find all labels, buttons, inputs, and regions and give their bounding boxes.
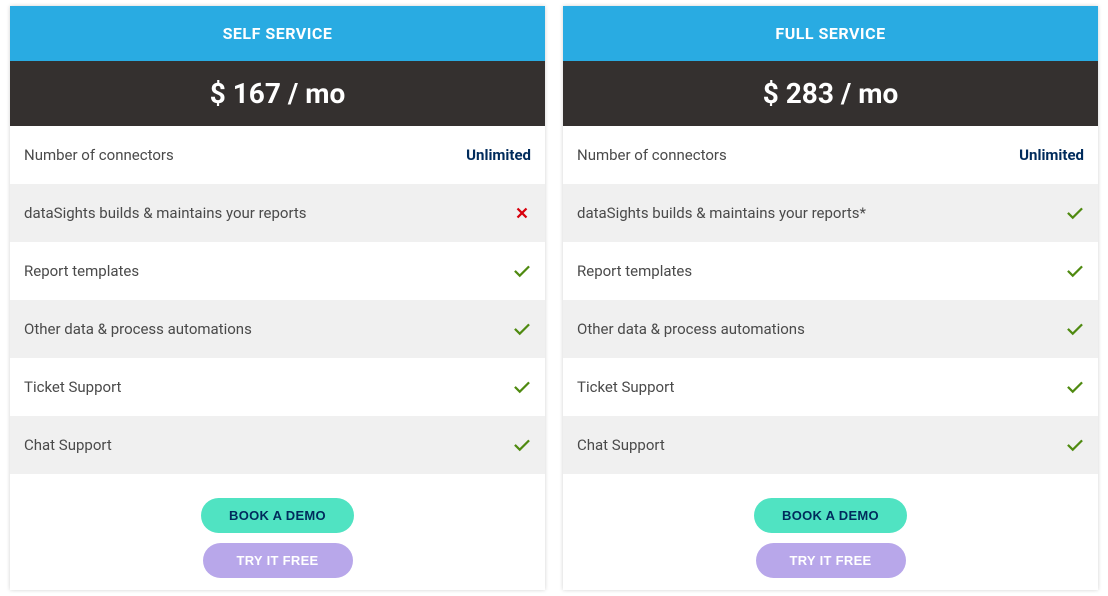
- feature-row: Report templates: [563, 242, 1098, 300]
- feature-list: Number of connectors Unlimited dataSights …: [10, 126, 545, 484]
- feature-row: Other data & process automations: [563, 300, 1098, 358]
- feature-label: Ticket Support: [577, 378, 674, 396]
- check-icon: [513, 436, 531, 454]
- check-icon: [1066, 320, 1084, 338]
- feature-row: dataSights builds & maintains your repor…: [10, 184, 545, 242]
- plan-actions: BOOK A DEMO TRY IT FREE: [563, 484, 1098, 590]
- feature-label: dataSights builds & maintains your repor…: [577, 204, 866, 222]
- feature-label: Report templates: [577, 262, 692, 280]
- plan-title: FULL SERVICE: [563, 6, 1098, 61]
- book-a-demo-button[interactable]: BOOK A DEMO: [201, 498, 354, 533]
- check-icon: [1066, 436, 1084, 454]
- cross-icon: [513, 204, 531, 222]
- feature-label: Chat Support: [577, 436, 665, 454]
- feature-row: dataSights builds & maintains your repor…: [563, 184, 1098, 242]
- feature-value: Unlimited: [466, 146, 531, 164]
- try-it-free-button[interactable]: TRY IT FREE: [203, 543, 353, 578]
- feature-label: Other data & process automations: [577, 320, 805, 338]
- check-icon: [513, 378, 531, 396]
- feature-label: Other data & process automations: [24, 320, 252, 338]
- plan-actions: BOOK A DEMO TRY IT FREE: [10, 484, 545, 590]
- check-icon: [513, 320, 531, 338]
- check-icon: [1066, 262, 1084, 280]
- feature-label: dataSights builds & maintains your repor…: [24, 204, 307, 222]
- feature-row: Chat Support: [10, 416, 545, 474]
- feature-label: Ticket Support: [24, 378, 121, 396]
- check-icon: [1066, 378, 1084, 396]
- feature-row: Report templates: [10, 242, 545, 300]
- feature-value: Unlimited: [1019, 146, 1084, 164]
- plan-price: $ 283 / mo: [563, 61, 1098, 126]
- try-it-free-button[interactable]: TRY IT FREE: [756, 543, 906, 578]
- plan-price: $ 167 / mo: [10, 61, 545, 126]
- feature-label: Number of connectors: [24, 146, 174, 164]
- feature-label: Report templates: [24, 262, 139, 280]
- feature-row: Ticket Support: [563, 358, 1098, 416]
- book-a-demo-button[interactable]: BOOK A DEMO: [754, 498, 907, 533]
- pricing-plan-full-service: FULL SERVICE $ 283 / mo Number of connec…: [563, 6, 1098, 590]
- pricing-plan-self-service: SELF SERVICE $ 167 / mo Number of connec…: [10, 6, 545, 590]
- feature-list: Number of connectors Unlimited dataSights …: [563, 126, 1098, 484]
- feature-label: Chat Support: [24, 436, 112, 454]
- check-icon: [1066, 204, 1084, 222]
- feature-row: Chat Support: [563, 416, 1098, 474]
- feature-label: Number of connectors: [577, 146, 727, 164]
- feature-row: Ticket Support: [10, 358, 545, 416]
- plan-title: SELF SERVICE: [10, 6, 545, 61]
- feature-row: Number of connectors Unlimited: [10, 126, 545, 184]
- feature-row: Number of connectors Unlimited: [563, 126, 1098, 184]
- feature-row: Other data & process automations: [10, 300, 545, 358]
- check-icon: [513, 262, 531, 280]
